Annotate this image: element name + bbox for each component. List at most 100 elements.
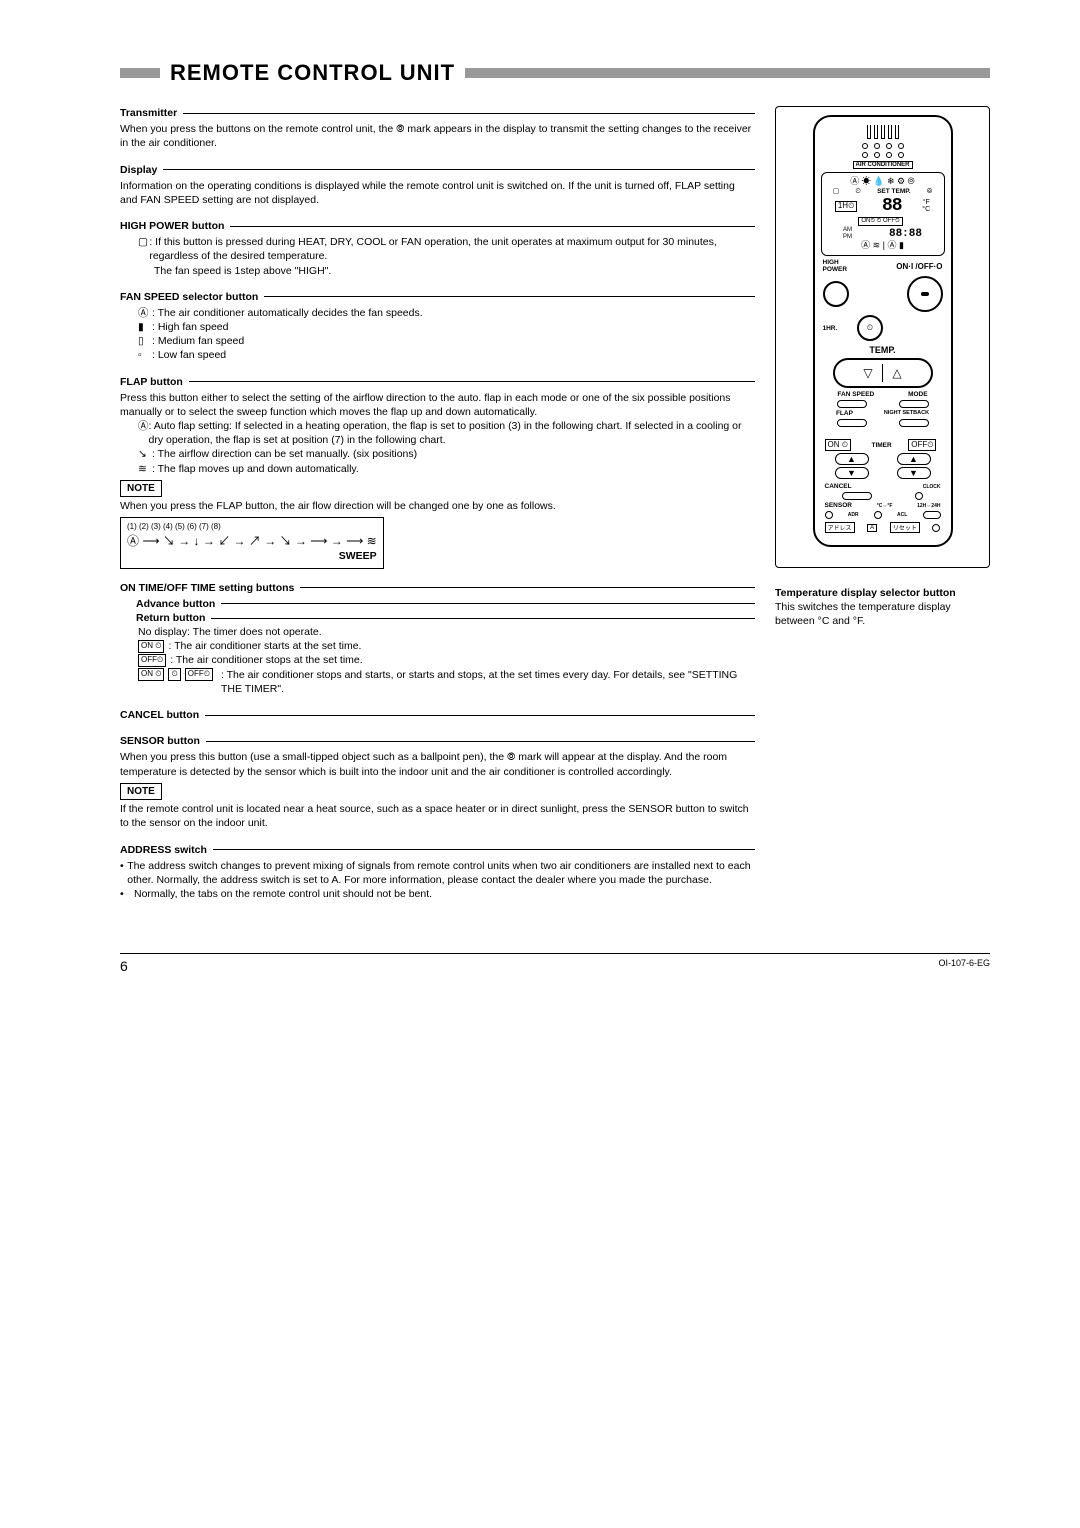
hr1-button[interactable]: ⏲ [857,315,883,341]
flap-note-body: When you press the FLAP button, the air … [120,499,755,513]
dots-row-2 [821,152,945,158]
cancel-section: CANCEL button [120,708,755,722]
title-bar-left [120,68,160,78]
hr1-icon: 1H⏲ [835,201,857,212]
ontime-section: ON TIME/OFF TIME setting buttons Advance… [120,581,755,696]
temp-digits: 88 [882,197,902,217]
highpower-desc: : If this button is pressed during HEAT,… [149,235,755,263]
page-title-row: REMOTE CONTROL UNIT [120,60,990,86]
hr1-label: 1HR. [823,325,838,332]
flap-sweep: : The flap moves up and down automatical… [152,462,359,476]
sensor-body: When you press this button (use a small-… [120,750,755,778]
temp-up-button[interactable]: △ [887,364,907,382]
descriptions-column: Transmitter When you press the buttons o… [120,106,755,913]
seq-labels: (1) (2) (3) (4) (5) (6) (7) (8) [127,522,377,533]
address-section: ADDRESS switch •The address switch chang… [120,843,755,902]
off-advance-button[interactable]: ▲ [897,453,931,465]
on-icon2: ON ⏲ [138,668,164,681]
address-b1: The address switch changes to prevent mi… [127,859,755,887]
ir-emitter-icon [821,125,945,139]
display-head: Display [120,163,157,177]
timer-on-label: ON ⏲ [825,439,851,451]
sensor-head: SENSOR button [120,734,200,748]
document-id: OI-107-6-EG [938,958,990,974]
fanspeed-button[interactable] [837,400,867,408]
fan-auto-icon: Ⓐ [138,306,152,320]
timer-off: : The air conditioner stops at the set t… [170,654,362,666]
title-bar-right [465,68,990,78]
clock-button[interactable] [915,492,923,500]
addr-a: A [867,524,877,532]
h1224-label: 12H⇔24H [917,503,940,509]
reset-jp: リセット [890,522,920,533]
high-power-button[interactable] [823,281,849,307]
highpower-section: HIGH POWER button ▢: If this button is p… [120,219,755,278]
cancel-button[interactable] [842,492,872,500]
cf-label: °C⇔°F [877,503,893,509]
flap-section: FLAP button Press this button either to … [120,375,755,569]
remote-outline: AIR CONDITIONER Ⓐ ☀ 💧 ❄ ⚙ ⦾ ▢⏲SET TEMP.⦾… [775,106,990,568]
highpower-line2: The fan speed is 1step above "HIGH". [154,264,755,278]
mode-icons-row: Ⓐ ☀ 💧 ❄ ⚙ ⦾ [825,177,941,187]
timer-both: : The air conditioner stops and starts, … [221,668,755,696]
flap-auto: : Auto flap setting: If selected in a he… [149,419,756,447]
display-section: Display Information on the operating con… [120,163,755,208]
flap-button[interactable] [837,419,867,427]
off-return-button[interactable]: ▼ [897,467,931,479]
off-icon: OFF⏲ [138,654,166,667]
tempsel-section: Temperature display selector button This… [775,586,990,629]
highpower-head: HIGH POWER button [120,219,224,233]
on-advance-button[interactable]: ▲ [835,453,869,465]
tempsel-head: Temperature display selector button [775,586,990,600]
timer-nodisplay: No display: The timer does not operate. [138,625,755,639]
mode-button[interactable] [899,400,929,408]
transmitter-head: Transmitter [120,106,177,120]
highpower-icon: ▢ [138,235,149,263]
cf-button[interactable] [874,511,882,519]
onoff-button[interactable] [907,276,943,312]
fanspeed-label: FAN SPEED [837,391,874,398]
page-title: REMOTE CONTROL UNIT [170,60,455,86]
on-return-button[interactable]: ▼ [835,467,869,479]
address-b2: Normally, the tabs on the remote control… [134,887,432,901]
clock-label: CLOCK [923,484,941,490]
ampm: AM PM [843,227,852,240]
page-footer: 6 OI-107-6-EG [120,953,990,974]
remote-title: AIR CONDITIONER [853,161,913,169]
sensor-lcd-icon: ⦾ [927,188,933,196]
temp-down-button[interactable]: ▽ [858,364,878,382]
dots-row-1 [821,143,945,149]
timer-off-label: OFF⏲ [908,439,936,451]
sweep-diagram: (1) (2) (3) (4) (5) (6) (7) (8) Ⓐ ⟶ ↘ → … [120,517,384,568]
off-icon2: OFF⏲ [185,668,213,681]
fan-high: : High fan speed [152,320,228,334]
flap-manual: : The airflow direction can be set manua… [152,447,417,461]
hp-icon: ▢ [833,188,840,196]
flap-note-label: NOTE [120,480,162,498]
flap-manual-icon: ↘ [138,447,152,461]
fanspeed-section: FAN SPEED selector button Ⓐ: The air con… [120,290,755,363]
reset-button[interactable] [932,524,940,532]
onoff-small: ON⏲ ⏲ OFF⏲ [858,217,902,226]
sensor-button[interactable] [825,511,833,519]
night-button[interactable] [899,419,929,427]
fanspeed-head: FAN SPEED selector button [120,290,258,304]
night-label: NIGHT SETBACK [884,410,929,417]
fc-label: °F °C [922,199,930,214]
remote-control: AIR CONDITIONER Ⓐ ☀ 💧 ❄ ⚙ ⦾ ▢⏲SET TEMP.⦾… [813,115,953,547]
remote-column: AIR CONDITIONER Ⓐ ☀ 💧 ❄ ⚙ ⦾ ▢⏲SET TEMP.⦾… [775,106,990,913]
time-digits: 88:88 [889,228,922,240]
addr-jp: アドレス [825,522,855,533]
fan-high-icon: ▮ [138,320,152,334]
transmitter-section: Transmitter When you press the buttons o… [120,106,755,151]
adr-label: ADR [848,512,859,518]
onoff-label: ON·I /OFF·O [896,262,942,271]
h1224-button[interactable] [923,511,941,519]
ontime-head: ON TIME/OFF TIME setting buttons [120,581,294,595]
sensor-label: SENSOR [825,502,852,509]
sensor-section: SENSOR button When you press this button… [120,734,755,830]
sensor-note-body: If the remote control unit is located ne… [120,802,755,830]
remote-lcd: Ⓐ ☀ 💧 ❄ ⚙ ⦾ ▢⏲SET TEMP.⦾ 1H⏲88°F °C ON⏲ … [821,172,945,256]
timer-on: : The air conditioner starts at the set … [168,640,361,652]
return-head: Return button [136,611,205,625]
